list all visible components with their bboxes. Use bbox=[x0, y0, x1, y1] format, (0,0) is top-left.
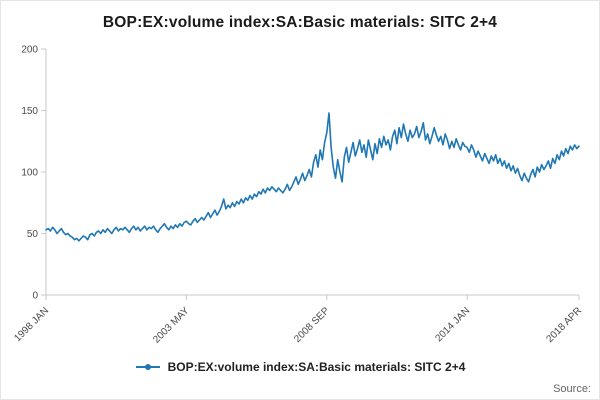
svg-text:100: 100 bbox=[21, 168, 38, 179]
legend-item[interactable]: BOP:EX:volume index:SA:Basic materials: … bbox=[1, 360, 599, 374]
source-label: Source: bbox=[553, 383, 591, 395]
line-chart-plot-area: 0 50 100 150 200 1998 JAN 2003 MAY 2008 SEP 2014… bbox=[12, 45, 584, 346]
chart-title: BOP:EX:volume index:SA:Basic materials: … bbox=[102, 14, 498, 31]
svg-text:50: 50 bbox=[27, 229, 39, 240]
svg-text:2008 SEP: 2008 SEP bbox=[292, 305, 332, 345]
svg-text:200: 200 bbox=[21, 45, 38, 56]
svg-text:2014 JAN: 2014 JAN bbox=[433, 305, 472, 344]
legend-label: BOP:EX:volume index:SA:Basic materials: … bbox=[167, 360, 466, 374]
svg-text:150: 150 bbox=[21, 106, 38, 117]
legend-line-marker-icon bbox=[135, 364, 160, 370]
svg-text:2003 MAY: 2003 MAY bbox=[151, 305, 192, 346]
svg-text:0: 0 bbox=[32, 291, 38, 302]
svg-text:1998 JAN: 1998 JAN bbox=[12, 305, 51, 344]
svg-text:2018 APR: 2018 APR bbox=[544, 305, 584, 345]
